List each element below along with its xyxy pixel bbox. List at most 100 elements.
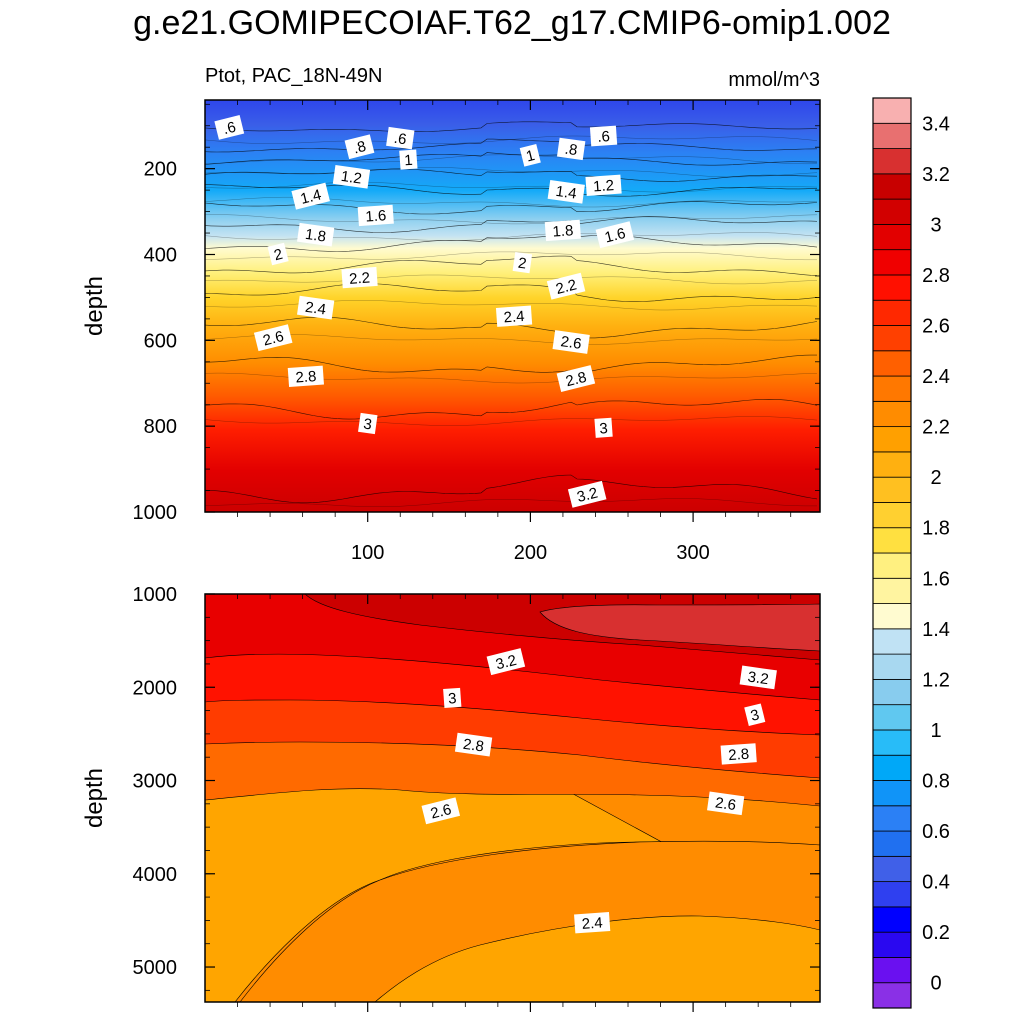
bottom-band-2_4-area [374, 915, 820, 1002]
bottom-contour-label: 2.4 [574, 912, 611, 934]
colorbar-swatch [872, 249, 912, 276]
colorbar-label: 1.4 [922, 619, 950, 641]
bottom-ylabel: depth [81, 768, 108, 828]
bottom-contour-label-text: 3.2 [747, 669, 770, 689]
bottom-ytick-label: 4000 [133, 864, 178, 886]
top-contour-label-text: .8 [352, 138, 368, 158]
colorbar-swatch [872, 577, 912, 604]
colorbar-swatch [872, 855, 912, 883]
colorbar-swatch [872, 704, 912, 731]
colorbar-label: 0.8 [922, 771, 950, 793]
bottom-contour-label-text: 2.4 [581, 914, 603, 932]
top-contour-label: 2 [267, 242, 289, 266]
top-contour-label-bg [546, 272, 586, 300]
top-contour-line [205, 138, 818, 153]
top-contour-label-text: .6 [597, 128, 611, 146]
top-contour-label: 1.2 [585, 174, 622, 196]
top-contour-label: 1.6 [357, 204, 394, 227]
top-contour-label-bg [512, 252, 533, 274]
bottom-contour-label: 3.2 [739, 665, 777, 690]
bottom-contour-label-bg [486, 648, 526, 676]
top-contour-label-bg [495, 305, 533, 327]
top-ylabel: depth [81, 276, 108, 336]
colorbar-swatch [872, 223, 912, 251]
bottom-contour-label-text: 3 [749, 706, 761, 725]
colorbar-swatch [872, 502, 912, 529]
top-contour-line [205, 233, 818, 252]
bottom-contour-label: 3.2 [486, 648, 526, 676]
top-contour-label-text: 2 [272, 246, 284, 265]
top-contour-label-bg [341, 266, 378, 289]
top-heatmap-fill [205, 100, 820, 512]
colorbar-swatch [872, 957, 912, 984]
top-contour-label: 2.2 [546, 272, 586, 300]
top-contour-label-bg [556, 137, 586, 161]
top-contour-label: .6 [386, 126, 415, 150]
top-contour-label-text: 2.2 [554, 276, 578, 298]
top-contour-label-bg [214, 115, 245, 140]
bottom-axes: 1000 2000 3000 4000 5000 [133, 584, 820, 1012]
colorbar-swatch [872, 97, 912, 124]
top-contour-label-text: 3 [599, 420, 609, 438]
top-contour-line-minor [205, 181, 818, 193]
top-contour-label-text: 1.8 [552, 222, 574, 240]
colorbar-swatch [872, 527, 912, 554]
colorbar-label: 3.2 [922, 164, 950, 186]
colorbar-label: 3.4 [922, 113, 950, 135]
bottom-contour-label-text: 2.8 [728, 746, 750, 764]
colorbar-label: 3 [930, 214, 941, 236]
colorbar-swatch [872, 451, 912, 478]
bottom-contour-label-text: 3 [448, 690, 458, 708]
top-contour-label-bg [358, 412, 378, 435]
colorbar-swatch [872, 375, 912, 402]
colorbar-label: 2 [930, 467, 941, 489]
top-contour-label-text: 1 [404, 152, 414, 170]
bottom-contour-label-bg [739, 665, 777, 690]
top-contour-label-text: .6 [221, 119, 237, 139]
colorbar-swatch [872, 931, 912, 958]
top-contour-label-text: 2.4 [503, 308, 525, 326]
colorbar-label: 0.2 [922, 922, 950, 944]
top-contour-line-minor [205, 274, 818, 285]
top-xtick-label: 300 [676, 542, 709, 564]
top-ytick-label: 800 [144, 416, 177, 438]
top-contour-label-text: 1.6 [603, 225, 627, 247]
bottom-ytick-label: 2000 [133, 677, 178, 699]
top-contour-label: 1.8 [544, 219, 581, 242]
bottom-contour-labels: 3.2 3.2 3 3 2.8 2.8 2.6 2.6 2.4 [421, 648, 777, 934]
colorbar-swatch [872, 426, 912, 453]
top-contour-label-bg [291, 182, 330, 210]
bottom-contour-label: 2.8 [454, 732, 493, 757]
top-contour-label-text: 1 [524, 147, 536, 166]
bottom-contour-label-bg [421, 797, 461, 825]
bottom-contour-label: 2.6 [707, 791, 745, 816]
colorbar-swatch [872, 754, 912, 781]
top-ytick-label: 200 [144, 159, 177, 181]
top-contour-label: 3 [594, 417, 613, 438]
colorbar-label: 1.2 [922, 669, 950, 691]
colorbar-swatch [872, 603, 912, 630]
top-contour-label: .8 [556, 137, 586, 161]
top-plot-frame [204, 99, 821, 513]
top-contour-label-bg [297, 295, 335, 320]
bottom-contour-label-bg [574, 912, 611, 934]
top-contour-label-text: 3 [362, 415, 373, 433]
top-contour-label-text: 1.2 [593, 177, 615, 195]
top-contour-label-bg [344, 134, 375, 160]
top-contour-label-bg [297, 222, 335, 247]
top-contour-line-minor [205, 334, 818, 345]
bottom-band-3_5 [539, 603, 820, 652]
bottom-plot-frame [204, 593, 821, 1003]
colorbar-swatch [872, 476, 912, 503]
top-contour-label: 2.2 [341, 266, 378, 289]
top-contour-label-text: 2 [517, 255, 528, 273]
top-contour-label-text: 1.6 [365, 207, 387, 225]
top-xtick-label: 200 [514, 542, 547, 564]
top-contour-label-bg [594, 417, 613, 438]
colorbar-frame [872, 97, 912, 1009]
colorbar-swatch [872, 653, 912, 680]
top-contour-label-text: .6 [393, 130, 408, 149]
top-axes: 200 400 600 800 1000 100 200 300 [133, 100, 820, 564]
top-contour-label-bg [589, 125, 618, 147]
